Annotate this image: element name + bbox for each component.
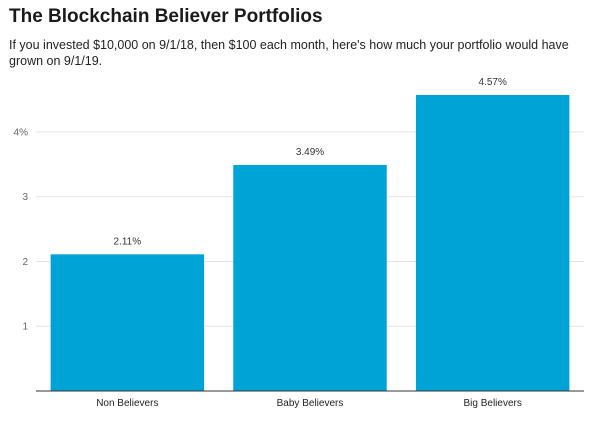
- bar: [415, 95, 570, 391]
- x-category-label: Big Believers: [463, 398, 521, 409]
- y-tick-label: 4%: [14, 127, 29, 138]
- bar: [50, 254, 205, 391]
- data-label: 2.11%: [114, 236, 142, 247]
- y-tick-label: 3: [22, 192, 28, 203]
- data-label: 3.49%: [296, 147, 324, 158]
- data-label: 4.57%: [478, 77, 506, 88]
- x-category-label: Non Believers: [96, 398, 158, 409]
- y-tick-label: 1: [22, 322, 28, 333]
- data-labels: 2.11% 3.49% 4.57%: [114, 77, 507, 247]
- chart-title: The Blockchain Believer Portfolios: [9, 6, 323, 27]
- y-tick-label: 2: [22, 257, 28, 268]
- y-axis-ticks: 1 2 3 4%: [14, 127, 29, 332]
- x-category-label: Baby Believers: [277, 398, 344, 409]
- x-axis-categories: Non Believers Baby Believers Big Believers: [96, 398, 522, 409]
- chart-subtitle: If you invested $10,000 on 9/1/18, then …: [9, 38, 569, 68]
- bar: [233, 164, 387, 391]
- bars: [50, 95, 570, 391]
